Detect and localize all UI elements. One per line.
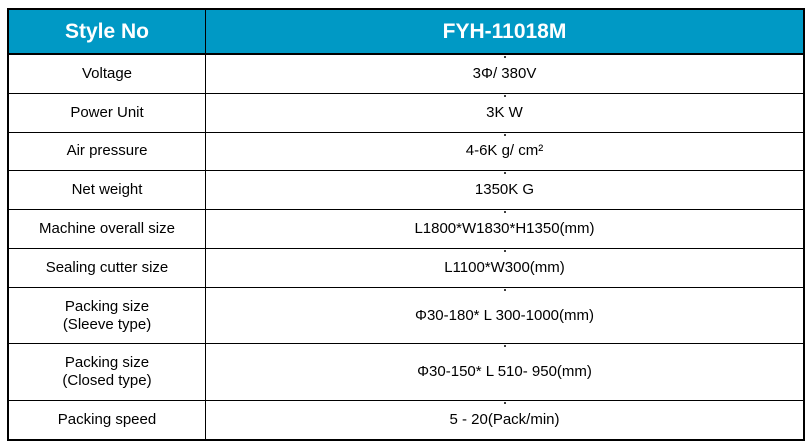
spec-value-text: 3K W — [486, 103, 523, 121]
spec-label-cell: Voltage — [9, 55, 206, 93]
spec-value-text: Φ30-180* L 300-1000(mm) — [414, 306, 594, 324]
spec-value-text: 4-6K g/ cm² — [465, 142, 544, 160]
table-row: Machine overall size L1800*W1830*H1350(m… — [9, 209, 803, 248]
table-row: Packing speed 5 - 20(Pack/min) — [9, 400, 803, 440]
spec-value-cell: Φ30-180* L 300-1000(mm) — [206, 288, 803, 344]
spec-value-cell: 3Φ/ 380V — [206, 55, 803, 93]
spec-table: Style No FYH-11018M Voltage 3Φ/ 380V Pow… — [7, 8, 805, 441]
cell-dot-artifact — [503, 345, 506, 348]
spec-value-text: 3Φ/ 380V — [472, 64, 537, 82]
cell-dot-artifact — [503, 56, 506, 58]
spec-value-cell: L1800*W1830*H1350(mm) — [206, 210, 803, 248]
spec-value-text: L1800*W1830*H1350(mm) — [414, 220, 595, 238]
header-model-cell: FYH-11018M — [442, 19, 567, 43]
header-style-no-cell: Style No — [9, 10, 206, 53]
cell-dot-artifact — [503, 211, 506, 214]
table-row: Power Unit 3K W — [9, 92, 803, 132]
table-row: Sealing cutter size L1100*W300(mm) — [9, 247, 803, 287]
spec-value-cell: 1350K G — [206, 171, 803, 209]
table-row: Packing size (Sleeve type) Φ30-180* L 30… — [9, 286, 803, 344]
spec-label-cell: Packing size (Sleeve type) — [9, 287, 206, 344]
table-header-row: Style No FYH-11018M — [9, 10, 803, 53]
spec-label-cell: Packing speed — [9, 401, 206, 440]
spec-value-cell: 4-6K g/ cm² — [206, 133, 803, 171]
table-row: Packing size (Closed type) Φ30-150* L 51… — [9, 343, 803, 401]
table-row: Air pressure 4-6K g/ cm² — [9, 131, 803, 171]
spec-value-cell: Φ30-150* L 510- 950(mm) — [206, 344, 803, 400]
spec-value-cell: 5 - 20(Pack/min) — [206, 401, 803, 439]
spec-label-cell: Net weight — [9, 171, 206, 210]
table-row: Voltage 3Φ/ 380V — [9, 53, 803, 93]
spec-value-cell: 3K W — [206, 94, 803, 132]
spec-value-text: 5 - 20(Pack/min) — [449, 411, 560, 429]
spec-value-text: Φ30-150* L 510- 950(mm) — [417, 363, 592, 381]
spec-label-cell: Packing size (Closed type) — [9, 344, 206, 401]
spec-label-cell: Machine overall size — [9, 210, 206, 248]
spec-label-cell: Air pressure — [9, 132, 206, 171]
cell-dot-artifact — [503, 402, 506, 405]
spec-value-text: L1100*W300(mm) — [444, 258, 565, 276]
cell-dot-artifact — [503, 172, 506, 175]
cell-dot-artifact — [503, 249, 506, 252]
table-row: Net weight 1350K G — [9, 170, 803, 210]
cell-dot-artifact — [503, 133, 506, 136]
cell-dot-artifact — [503, 288, 506, 291]
spec-label-cell: Power Unit — [9, 93, 206, 132]
spec-label-cell: Sealing cutter size — [9, 248, 206, 287]
cell-dot-artifact — [503, 94, 506, 97]
spec-value-text: 1350K G — [474, 181, 535, 199]
spec-value-cell: L1100*W300(mm) — [206, 249, 803, 287]
